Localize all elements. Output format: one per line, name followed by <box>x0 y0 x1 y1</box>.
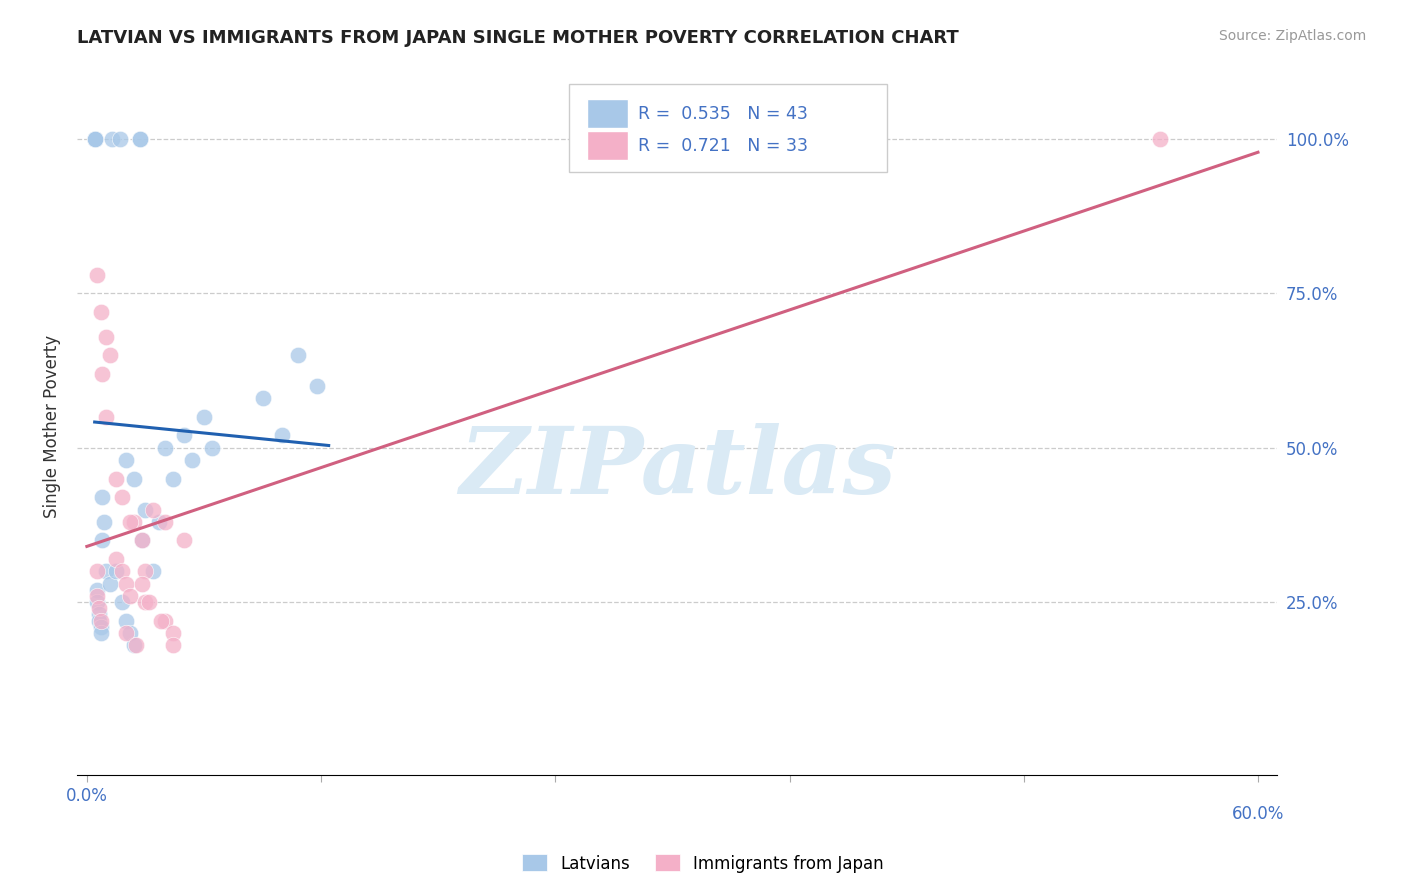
Text: 60.0%: 60.0% <box>1232 805 1284 823</box>
Point <box>115 453 138 467</box>
Text: R =  0.721   N = 33: R = 0.721 N = 33 <box>638 136 807 154</box>
Text: Source: ZipAtlas.com: Source: ZipAtlas.com <box>1219 29 1367 43</box>
Point <box>89 305 111 319</box>
Point <box>201 441 224 455</box>
Point <box>105 564 128 578</box>
Point <box>128 132 150 146</box>
Y-axis label: Single Mother Poverty: Single Mother Poverty <box>44 334 60 517</box>
Point <box>115 576 138 591</box>
Point <box>86 582 108 597</box>
Point <box>83 132 105 146</box>
Point <box>153 614 176 628</box>
Point <box>173 533 195 548</box>
Point <box>134 564 156 578</box>
Point <box>122 515 145 529</box>
Point <box>150 614 173 628</box>
Point <box>134 595 156 609</box>
Point <box>111 564 134 578</box>
Point <box>173 428 195 442</box>
Point <box>181 453 204 467</box>
Point <box>83 132 105 146</box>
Point <box>287 348 309 362</box>
Point <box>93 515 115 529</box>
Point <box>111 595 134 609</box>
Point <box>87 614 110 628</box>
Point <box>131 533 153 548</box>
Point <box>91 490 114 504</box>
Point <box>83 132 105 146</box>
Point <box>124 638 146 652</box>
Point <box>1149 132 1171 146</box>
Point <box>89 620 111 634</box>
Point <box>89 626 111 640</box>
Point <box>128 132 150 146</box>
Text: LATVIAN VS IMMIGRANTS FROM JAPAN SINGLE MOTHER POVERTY CORRELATION CHART: LATVIAN VS IMMIGRANTS FROM JAPAN SINGLE … <box>77 29 959 46</box>
Point <box>307 379 329 393</box>
Point <box>162 626 184 640</box>
Point <box>162 638 184 652</box>
Point <box>89 614 111 628</box>
Point <box>153 441 176 455</box>
Point <box>91 367 114 381</box>
Point <box>87 607 110 622</box>
Point <box>83 132 105 146</box>
Point <box>86 564 108 578</box>
Point <box>162 472 184 486</box>
Point <box>134 502 156 516</box>
Point <box>105 472 128 486</box>
Point <box>122 472 145 486</box>
FancyBboxPatch shape <box>569 85 887 171</box>
Point <box>118 626 141 640</box>
Point <box>111 490 134 504</box>
Point <box>131 576 153 591</box>
Point <box>83 132 105 146</box>
FancyBboxPatch shape <box>588 99 628 128</box>
Point <box>122 638 145 652</box>
Point <box>118 589 141 603</box>
Point <box>252 392 274 406</box>
Point <box>105 552 128 566</box>
Point <box>83 132 105 146</box>
Point <box>271 428 294 442</box>
Point <box>115 614 138 628</box>
FancyBboxPatch shape <box>588 131 628 161</box>
Point <box>86 589 108 603</box>
Point <box>193 409 215 424</box>
Point <box>83 132 105 146</box>
Point <box>98 576 121 591</box>
Point <box>138 595 160 609</box>
Text: ZIPatlas: ZIPatlas <box>458 423 896 513</box>
Point <box>98 348 121 362</box>
Legend: Latvians, Immigrants from Japan: Latvians, Immigrants from Japan <box>516 847 890 880</box>
Point <box>131 533 153 548</box>
Point <box>153 515 176 529</box>
Point <box>148 515 170 529</box>
Point <box>86 268 108 282</box>
Text: R =  0.535   N = 43: R = 0.535 N = 43 <box>638 104 807 122</box>
Point <box>87 601 110 615</box>
Point <box>91 533 114 548</box>
Point <box>86 595 108 609</box>
Point <box>96 329 118 343</box>
Point <box>118 515 141 529</box>
Point <box>108 132 131 146</box>
Point <box>96 564 118 578</box>
Point <box>142 564 165 578</box>
Point <box>101 132 124 146</box>
Point <box>115 626 138 640</box>
Point <box>96 409 118 424</box>
Point <box>142 502 165 516</box>
